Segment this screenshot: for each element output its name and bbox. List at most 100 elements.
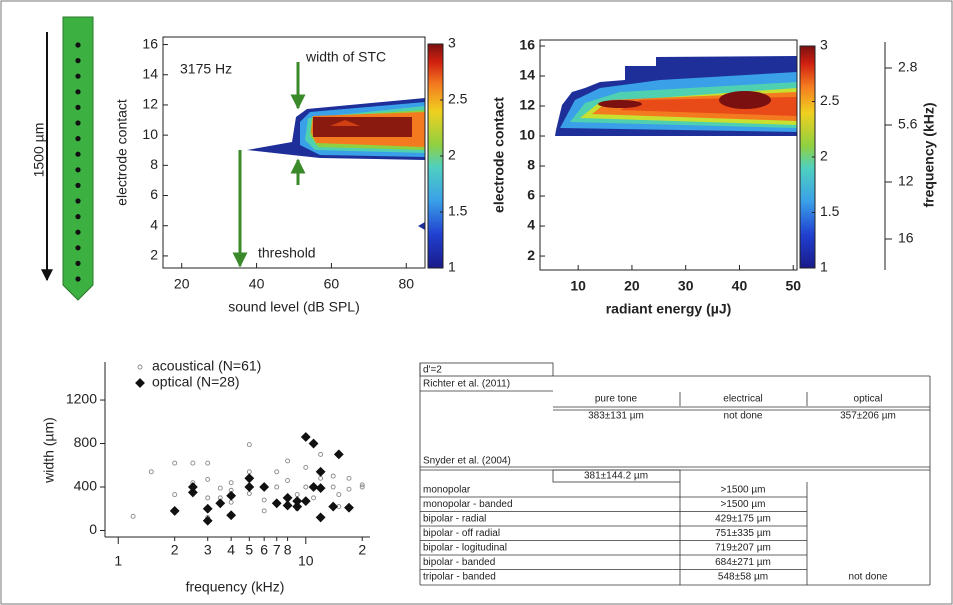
point xyxy=(308,482,319,492)
y-tick-label: 16 xyxy=(142,35,158,51)
contact xyxy=(75,104,81,110)
table-grid xyxy=(419,362,931,586)
frequency-tick-label: 16 xyxy=(898,230,914,246)
point xyxy=(303,484,309,490)
table-cell: >1500 µm xyxy=(721,499,766,510)
point xyxy=(215,498,226,509)
point xyxy=(311,495,316,501)
table-cell: tripolar - banded xyxy=(423,572,496,583)
point xyxy=(333,449,344,460)
point xyxy=(169,505,180,516)
x-tick-label: 2 xyxy=(358,542,366,558)
table-cell: monopolar xyxy=(423,485,471,496)
x-tick-label: 20 xyxy=(174,276,190,292)
x-tick-label: 10 xyxy=(570,278,586,294)
frequency-tick-label: 2.8 xyxy=(898,59,918,75)
contact xyxy=(75,89,81,95)
colorbar-tick-label: 3 xyxy=(820,37,828,53)
point xyxy=(148,469,154,475)
point xyxy=(205,460,211,466)
annotation: 3175 Hz xyxy=(180,61,232,77)
point xyxy=(330,484,336,490)
table-cell: bipolar - logitudinal xyxy=(423,543,507,554)
point xyxy=(346,486,352,492)
length-label: 1500 µm xyxy=(31,123,47,178)
x-axis-label: frequency (kHz) xyxy=(186,579,285,595)
y-tick-label: 800 xyxy=(74,434,98,450)
y-tick-label: 0 xyxy=(89,521,97,537)
table-cell: 383±131 µm xyxy=(588,411,644,422)
x-tick-label: 8 xyxy=(284,542,292,558)
colorbar-tick-label: 1.5 xyxy=(820,203,840,219)
point xyxy=(202,503,213,514)
contact xyxy=(75,136,81,142)
table-cell: bipolar - radial xyxy=(423,514,486,525)
contour-map xyxy=(555,56,797,136)
table-cell: 357±206 µm xyxy=(840,411,896,422)
colorbar-tick-label: 1.5 xyxy=(448,203,468,219)
legend-label: acoustical (N=61) xyxy=(152,358,261,374)
legend-marker xyxy=(135,378,145,388)
point xyxy=(226,510,237,521)
point xyxy=(271,498,282,509)
y-tick-label: 12 xyxy=(519,97,535,113)
electrode xyxy=(62,16,94,301)
annotation: threshold xyxy=(258,245,316,261)
table-cell: optical xyxy=(854,394,883,405)
y-axis-label: width (µm) xyxy=(41,417,57,484)
point xyxy=(259,482,270,492)
legend-label: optical (N=28) xyxy=(152,374,240,390)
y-tick-label: 10 xyxy=(142,126,158,142)
table-cell: bipolar - off radial xyxy=(423,528,500,539)
x-tick-label: 1 xyxy=(114,553,122,569)
contact xyxy=(75,58,81,64)
axis-label: frequency (kHz) xyxy=(921,102,937,207)
point xyxy=(308,438,319,449)
point xyxy=(318,451,324,457)
x-tick-label: 5 xyxy=(245,542,253,558)
table-cell: electrical xyxy=(723,394,762,405)
table-cell: 548±58 µm xyxy=(718,572,768,583)
x-tick-label: 40 xyxy=(732,278,748,294)
point xyxy=(294,492,300,498)
point xyxy=(202,515,213,526)
y-tick-label: 8 xyxy=(527,157,535,173)
y-tick-label: 2 xyxy=(527,247,535,263)
x-tick-label: 80 xyxy=(398,276,414,292)
y-tick-label: 6 xyxy=(150,186,158,202)
x-tick-label: 20 xyxy=(624,278,640,294)
y-tick-label: 4 xyxy=(150,216,158,232)
point xyxy=(246,442,252,448)
point xyxy=(187,482,198,492)
x-tick-label: 7 xyxy=(273,542,281,558)
table-cell: not done xyxy=(724,411,763,422)
contact xyxy=(75,198,81,204)
point xyxy=(359,484,365,490)
x-axis-label: sound level (dB SPL) xyxy=(228,299,360,315)
table-cell: bipolar - banded xyxy=(423,557,495,568)
table-cell: 429±175 µm xyxy=(715,514,771,525)
contact xyxy=(75,182,81,188)
table-cell: not done xyxy=(849,572,888,583)
contour-map xyxy=(232,62,425,268)
legend-marker xyxy=(137,364,143,370)
point xyxy=(261,508,267,514)
point xyxy=(318,475,324,481)
table-cell: Snyder et al. (2004) xyxy=(423,456,511,467)
x-tick-label: 60 xyxy=(324,276,340,292)
point xyxy=(246,491,252,496)
contact xyxy=(75,245,81,251)
y-tick-label: 14 xyxy=(519,67,535,83)
annotation: width of STC xyxy=(305,49,386,65)
point xyxy=(303,464,309,470)
point xyxy=(292,496,303,507)
contact xyxy=(75,167,81,173)
point xyxy=(172,492,178,498)
contact xyxy=(75,276,81,282)
y-axis-label: electrode contact xyxy=(491,97,507,213)
contact xyxy=(75,260,81,266)
point xyxy=(246,469,252,475)
point xyxy=(244,482,255,492)
